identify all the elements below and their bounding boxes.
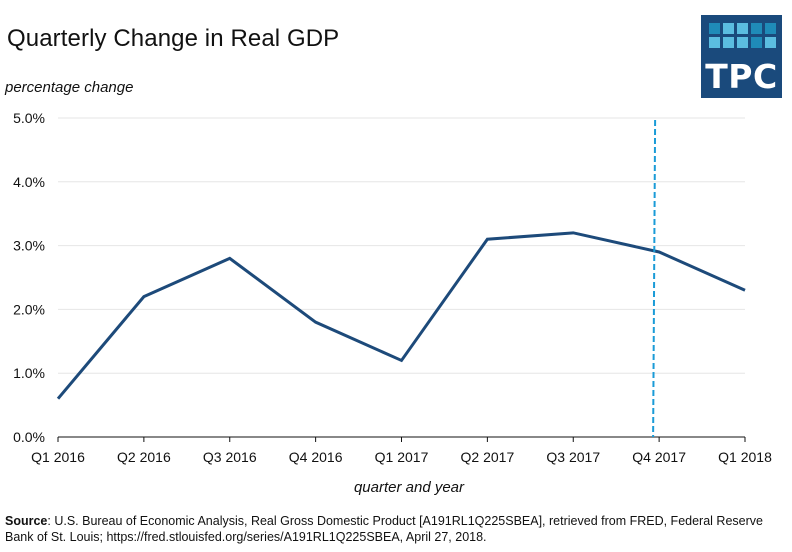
reference-dashed-line bbox=[652, 119, 657, 438]
x-tick-label: Q1 2017 bbox=[375, 449, 429, 465]
logo-grid-cell bbox=[709, 37, 720, 48]
logo-grid-cell bbox=[751, 37, 762, 48]
y-tick-label: 1.0% bbox=[13, 365, 45, 381]
logo-grid-cell bbox=[765, 37, 776, 48]
logo-grid-cell bbox=[737, 37, 748, 48]
logo-grid-cell bbox=[723, 23, 734, 34]
x-tick-label: Q4 2017 bbox=[632, 449, 686, 465]
y-tick-label: 5.0% bbox=[13, 110, 45, 126]
x-tick-label: Q3 2016 bbox=[203, 449, 257, 465]
x-tick-label: Q4 2016 bbox=[289, 449, 343, 465]
x-axis-label: quarter and year bbox=[353, 479, 465, 496]
x-tick-label: Q3 2017 bbox=[546, 449, 600, 465]
chart-title: Quarterly Change in Real GDP bbox=[7, 25, 340, 52]
y-axis-label: percentage change bbox=[5, 79, 134, 96]
logo-text: TPC bbox=[705, 57, 778, 96]
source-label: Source bbox=[5, 514, 48, 528]
x-tick-label: Q1 2016 bbox=[31, 449, 85, 465]
logo-grid-cell bbox=[709, 23, 720, 34]
y-tick-label: 3.0% bbox=[13, 238, 45, 254]
x-tick-label: Q1 2018 bbox=[718, 449, 772, 465]
logo-grid-cell bbox=[765, 23, 776, 34]
logo-grid-cell bbox=[723, 37, 734, 48]
gdp-series-line bbox=[56, 231, 746, 400]
source-text: : U.S. Bureau of Economic Analysis, Real… bbox=[5, 514, 763, 544]
x-tick-label: Q2 2016 bbox=[117, 449, 171, 465]
y-tick-label: 2.0% bbox=[13, 301, 45, 317]
logo-grid-cell bbox=[737, 23, 748, 34]
source-note: Source: U.S. Bureau of Economic Analysis… bbox=[5, 513, 785, 545]
logo-grid-cell bbox=[751, 23, 762, 34]
y-tick-label: 0.0% bbox=[13, 429, 45, 445]
x-tick-label: Q2 2017 bbox=[461, 449, 515, 465]
y-tick-label: 4.0% bbox=[13, 174, 45, 190]
tpc-logo: TPC bbox=[701, 15, 782, 98]
